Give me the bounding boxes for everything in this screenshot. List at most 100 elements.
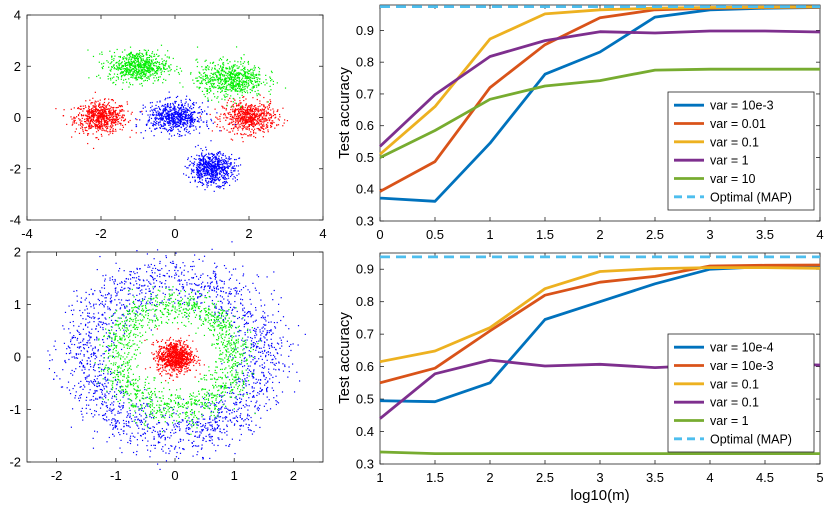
scatter-point-blue	[95, 356, 98, 358]
scatter-point-blue	[222, 420, 224, 422]
scatter-point-green	[121, 88, 124, 90]
scatter-point-red	[227, 99, 229, 101]
scatter-point-green	[196, 58, 198, 60]
scatter-point-blue	[148, 120, 151, 122]
scatter-point-blue	[160, 124, 162, 126]
scatter-point-green	[207, 81, 209, 83]
scatter-point-blue	[234, 168, 236, 170]
scatter-point-red	[231, 121, 233, 124]
scatter-point-blue	[178, 104, 180, 107]
scatter-point-blue	[168, 122, 171, 124]
scatter-point-green	[136, 74, 138, 76]
scatter-point-red	[101, 125, 103, 127]
scatter-point-blue	[203, 155, 205, 158]
scatter-point-green	[232, 82, 234, 84]
scatter-point-blue	[208, 169, 210, 171]
scatter-point-green	[133, 57, 135, 59]
scatter-point-blue	[183, 121, 185, 123]
scatter-point-blue	[97, 363, 99, 366]
scatter-point-red	[240, 108, 242, 110]
scatter-point-blue	[173, 122, 175, 124]
scatter-point-green	[234, 65, 236, 67]
scatter-point-blue	[211, 158, 214, 160]
scatter-point-blue	[175, 113, 177, 115]
scatter-point-green	[247, 63, 250, 65]
scatter-point-green	[162, 82, 164, 84]
scatter-point-red	[107, 118, 109, 120]
scatter-point-blue	[116, 292, 118, 295]
scatter-point-red	[105, 115, 108, 117]
scatter-point-red	[106, 108, 108, 110]
scatter-point-blue	[208, 164, 210, 166]
scatter-point-green	[142, 66, 144, 68]
scatter-point-blue	[218, 176, 221, 178]
scatter-point-red	[244, 123, 246, 125]
scatter-point-red	[245, 118, 247, 121]
scatter-point-green	[243, 74, 245, 76]
scatter-point-red	[103, 114, 105, 116]
scatter-point-blue	[218, 152, 220, 155]
scatter-point-blue	[181, 109, 183, 112]
scatter-point-blue	[88, 381, 91, 383]
scatter-point-blue	[146, 123, 148, 125]
scatter-point-blue	[221, 302, 223, 304]
scatter-point-green	[140, 66, 142, 68]
scatter-point-blue	[186, 420, 188, 422]
scatter-point-green	[122, 64, 124, 67]
scatter-point-red	[242, 122, 244, 124]
scatter-point-red	[109, 119, 111, 121]
scatter-point-green	[125, 68, 127, 70]
scatter-point-red	[101, 118, 103, 120]
scatter-point-red	[263, 125, 265, 127]
scatter-point-blue	[266, 390, 268, 393]
scatter-point-red	[98, 120, 100, 122]
scatter-point-red	[250, 121, 253, 123]
scatter-point-blue	[185, 114, 187, 117]
scatter-point-blue	[140, 435, 142, 437]
scatter-point-red	[267, 131, 269, 133]
scatter-point-red	[104, 108, 106, 110]
scatter-point-green	[134, 69, 136, 72]
scatter-point-blue	[209, 424, 211, 426]
scatter-point-green	[135, 67, 137, 69]
scatter-point-blue	[160, 113, 162, 115]
scatter-point-green	[239, 90, 241, 92]
scatter-point-blue	[191, 118, 193, 121]
scatter-point-blue	[199, 163, 201, 165]
scatter-point-green	[231, 86, 233, 89]
scatter-point-green	[249, 78, 251, 81]
scatter-point-red	[245, 126, 247, 128]
scatter-point-blue	[164, 436, 166, 439]
scatter-point-blue	[157, 441, 160, 443]
scatter-point-red	[241, 129, 244, 131]
scatter-point-blue	[191, 171, 193, 173]
scatter-point-red	[100, 110, 102, 112]
scatter-point-green	[147, 49, 150, 51]
scatter-point-green	[205, 69, 207, 71]
scatter-point-green	[142, 55, 145, 57]
scatter-point-blue	[221, 163, 224, 165]
scatter-point-blue	[220, 300, 222, 302]
scatter-point-red	[113, 122, 115, 124]
scatter-point-blue	[159, 108, 161, 110]
scatter-point-red	[231, 119, 233, 121]
scatter-point-green	[240, 61, 242, 63]
scatter-point-green	[271, 79, 273, 81]
scatter-point-blue	[203, 162, 205, 164]
scatter-point-red	[258, 113, 260, 115]
scatter-point-green	[134, 66, 137, 68]
scatter-point-blue	[249, 392, 251, 395]
scatter-point-red	[242, 112, 244, 115]
scatter-point-green	[218, 74, 220, 76]
scatter-point-blue	[144, 412, 147, 414]
scatter-point-blue	[189, 283, 191, 285]
scatter-point-blue	[159, 117, 161, 119]
scatter-point-green	[134, 72, 136, 74]
scatter-point-green	[135, 54, 137, 56]
scatter-point-blue	[216, 171, 218, 174]
scatter-point-blue	[156, 107, 158, 109]
scatter-point-blue	[166, 104, 168, 106]
scatter-point-red	[108, 108, 110, 110]
scatter-point-green	[229, 67, 231, 69]
scatter-point-red	[238, 125, 240, 127]
